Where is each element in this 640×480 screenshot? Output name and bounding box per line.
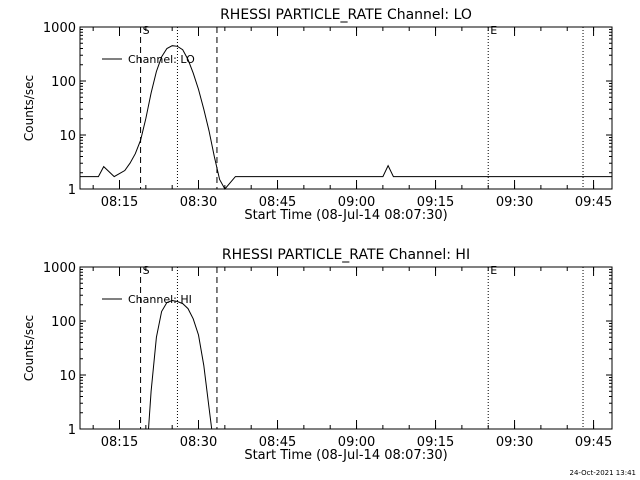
series-line: [148, 299, 213, 430]
x-tick-label: 08:15: [101, 195, 138, 210]
time-marker-label: E: [490, 264, 497, 277]
legend-label: Channel: LO: [128, 53, 195, 66]
x-tick-label: 08:45: [259, 435, 296, 450]
time-marker-label: S: [143, 264, 150, 277]
x-tick-label: 09:15: [417, 195, 454, 210]
x-tick-label: 09:30: [496, 195, 533, 210]
y-tick-label: 1: [68, 423, 76, 438]
x-axis-label: Start Time (08-Jul-14 08:07:30): [244, 208, 447, 223]
time-marker-label: E: [490, 24, 497, 37]
y-tick-label: 1: [68, 183, 76, 198]
x-tick-label: 09:45: [575, 435, 612, 450]
plot-frame: [79, 266, 613, 430]
x-tick-label: 08:15: [101, 435, 138, 450]
chart-title: RHESSI PARTICLE_RATE Channel: HI: [222, 247, 470, 263]
series-line: [80, 45, 612, 190]
y-tick-label: 100: [51, 75, 76, 90]
x-tick-label: 09:15: [417, 435, 454, 450]
chart-title: RHESSI PARTICLE_RATE Channel: LO: [220, 7, 472, 23]
x-tick-label: 09:30: [496, 435, 533, 450]
y-tick-label: 1000: [43, 261, 76, 276]
y-axis-label: Counts/sec: [22, 75, 36, 141]
x-tick-label: 08:30: [180, 195, 217, 210]
y-tick-label: 100: [51, 315, 76, 330]
time-marker-label: S: [143, 24, 150, 37]
y-axis-label: Counts/sec: [22, 315, 36, 381]
x-tick-label: 09:00: [338, 195, 375, 210]
footer-timestamp: 24-Oct-2021 13:41: [570, 469, 636, 477]
x-tick-label: 09:00: [338, 435, 375, 450]
panel-hi: RHESSI PARTICLE_RATE Channel: HI Start Ti…: [22, 247, 613, 463]
y-tick-label: 1000: [43, 21, 76, 36]
y-tick-label: 10: [59, 369, 76, 384]
x-tick-label: 08:30: [180, 435, 217, 450]
x-tick-label: 09:45: [575, 195, 612, 210]
panel-lo: RHESSI PARTICLE_RATE Channel: LO Start Ti…: [22, 7, 613, 223]
y-tick-label: 10: [59, 129, 76, 144]
legend-label: Channel: HI: [128, 293, 192, 306]
x-tick-label: 08:45: [259, 195, 296, 210]
x-axis-label: Start Time (08-Jul-14 08:07:30): [244, 448, 447, 463]
plot-frame: [79, 26, 613, 190]
